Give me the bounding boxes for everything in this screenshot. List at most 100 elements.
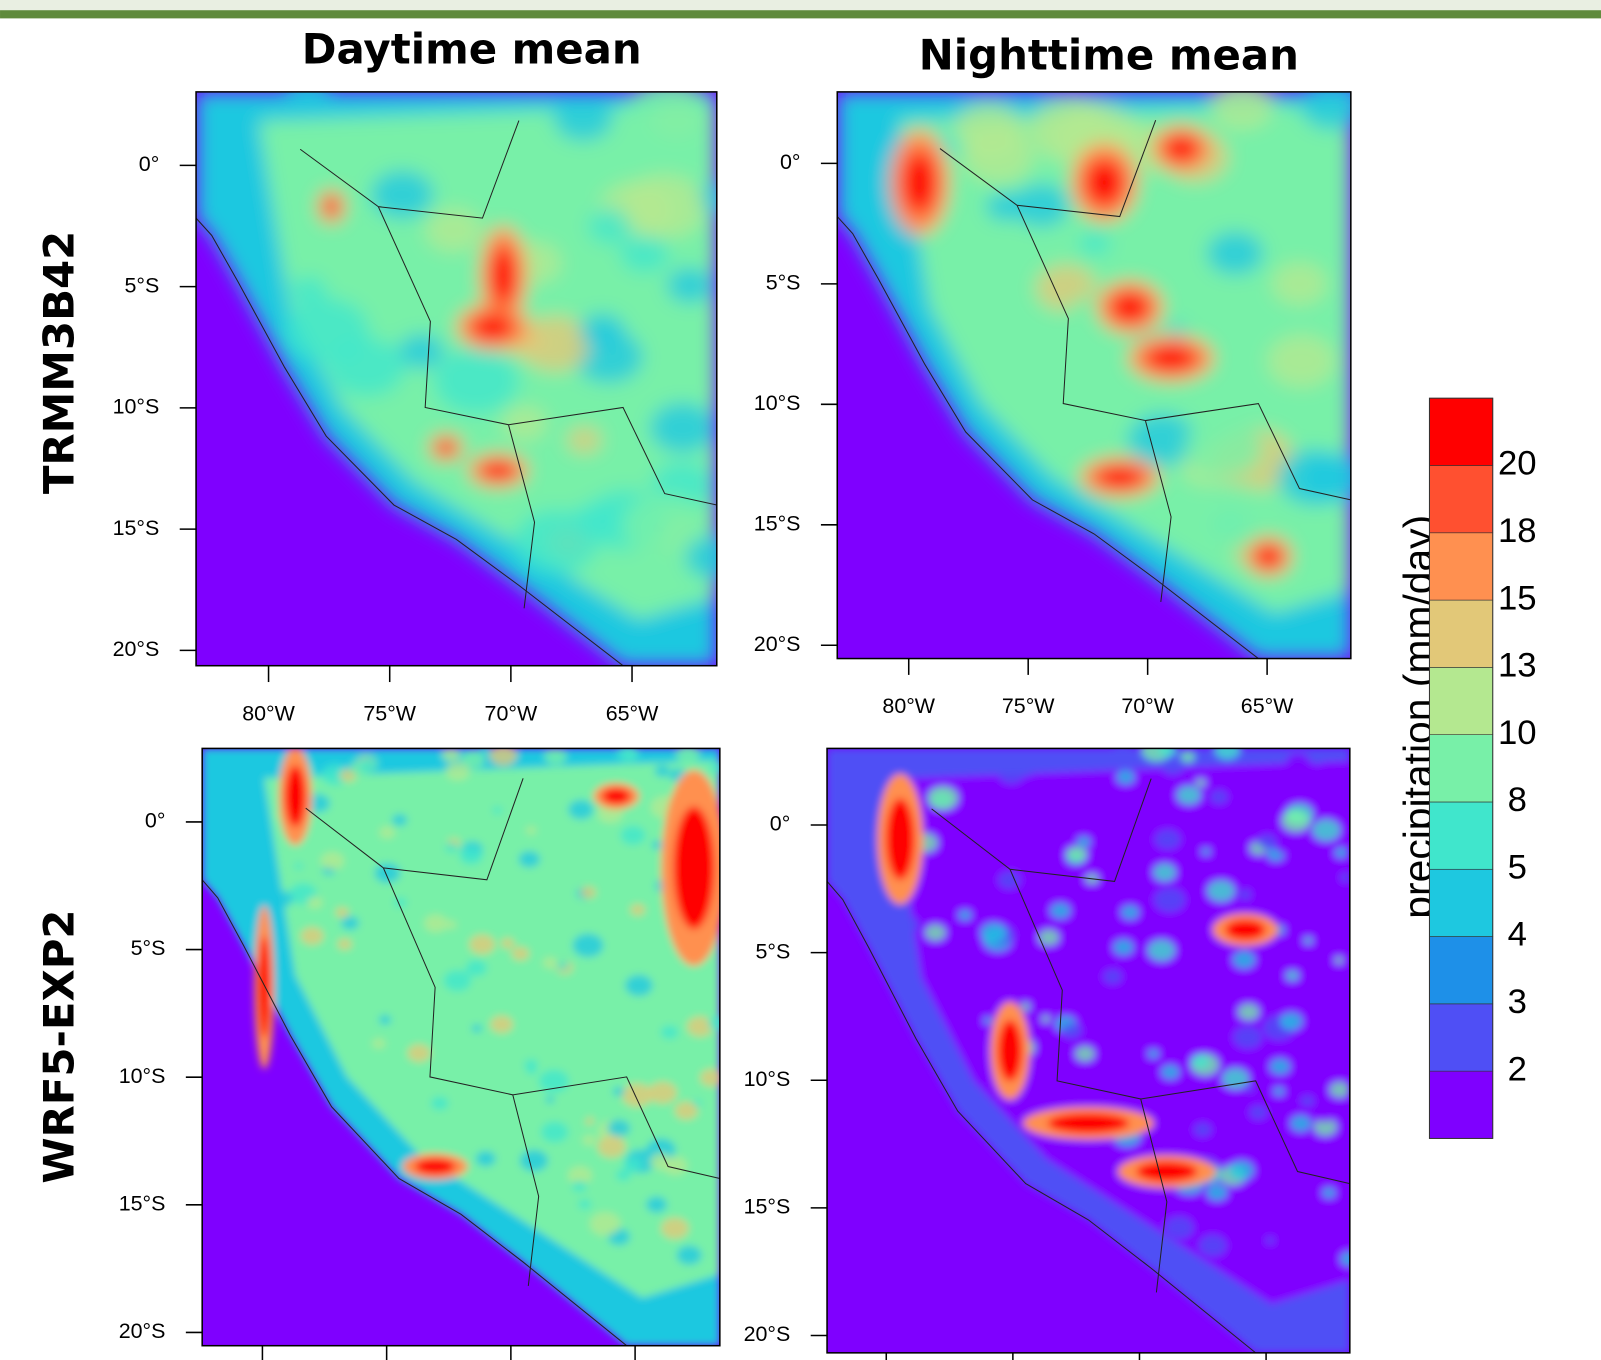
lat-label: 20°S	[113, 637, 160, 661]
lat-label: 10°S	[744, 1067, 791, 1091]
texture	[674, 1101, 698, 1120]
colorbar-band	[1429, 599, 1494, 668]
texture	[1187, 483, 1278, 553]
texture	[1206, 231, 1264, 276]
texture	[686, 1184, 702, 1196]
texture	[616, 748, 640, 763]
lat-label: 0°	[770, 812, 791, 836]
texture	[597, 1135, 626, 1158]
lon-label: 65°W	[606, 701, 659, 725]
texture	[1016, 762, 1035, 777]
panel-frame	[826, 747, 1351, 1354]
texture	[1116, 770, 1135, 785]
texture	[1184, 417, 1263, 478]
texture	[445, 761, 470, 781]
texture	[425, 208, 483, 252]
texture	[1216, 1000, 1241, 1020]
texture	[539, 1020, 561, 1037]
texture	[479, 748, 490, 753]
texture	[489, 748, 518, 766]
texture	[459, 846, 483, 865]
lon-label: 70°W	[1121, 694, 1174, 718]
panel-frame	[195, 91, 718, 667]
texture	[578, 1237, 603, 1256]
texture	[646, 1196, 668, 1213]
texture	[285, 91, 331, 111]
core	[1109, 290, 1151, 324]
texture	[607, 1119, 631, 1137]
texture	[542, 957, 558, 969]
texture	[567, 427, 602, 454]
texture	[1078, 230, 1111, 256]
texture	[1210, 91, 1274, 129]
texture	[1274, 838, 1295, 854]
map-field	[196, 91, 717, 666]
colorbar-tick-label: 3	[1508, 983, 1527, 1021]
core	[1162, 134, 1200, 163]
texture	[430, 1096, 449, 1111]
texture	[492, 806, 503, 815]
texture	[956, 207, 1046, 277]
texture	[1206, 1184, 1228, 1201]
texture	[1161, 757, 1185, 775]
colorbar-band	[1429, 667, 1494, 735]
texture	[1153, 863, 1176, 882]
texture	[1303, 937, 1313, 944]
texture	[1038, 929, 1059, 946]
texture	[630, 904, 646, 916]
texture	[927, 786, 959, 810]
core	[997, 1020, 1023, 1082]
texture	[407, 1044, 431, 1063]
texture	[649, 402, 716, 453]
texture	[1147, 1049, 1159, 1059]
texture	[391, 814, 408, 826]
texture	[1238, 889, 1252, 900]
colorbar-band	[1429, 1070, 1494, 1139]
lon-label: 75°W	[363, 701, 416, 725]
colorbar-tick-label: 8	[1508, 781, 1527, 819]
texture	[1300, 1095, 1315, 1107]
texture	[424, 914, 448, 933]
colorbar-frame	[1428, 397, 1494, 1139]
texture	[500, 937, 515, 949]
texture	[1198, 1235, 1227, 1257]
lat-label: 15°S	[744, 1195, 791, 1219]
column-title: Nighttime mean	[919, 30, 1299, 79]
core	[258, 936, 271, 1039]
texture	[1329, 1082, 1350, 1098]
texture	[1214, 748, 1241, 760]
texture	[538, 1069, 570, 1093]
coastline	[196, 217, 624, 666]
texture	[1277, 449, 1351, 506]
texture	[1299, 91, 1351, 130]
column-title: Daytime mean	[302, 24, 642, 73]
texture	[511, 946, 530, 961]
texture	[414, 1061, 439, 1080]
texture	[568, 799, 594, 820]
border	[939, 120, 1351, 602]
border	[305, 778, 720, 1287]
texture	[370, 170, 434, 219]
colorbar-tick-label: 18	[1498, 512, 1537, 550]
lat-label: 15°S	[119, 1191, 166, 1215]
texture	[675, 748, 700, 764]
texture	[374, 863, 401, 883]
texture	[925, 924, 946, 941]
core	[1047, 1112, 1130, 1134]
texture	[442, 748, 461, 762]
texture	[544, 748, 567, 765]
texture	[394, 897, 407, 908]
texture	[1233, 1026, 1262, 1049]
texture	[1164, 1216, 1194, 1239]
texture	[1176, 786, 1201, 805]
texture	[1061, 1023, 1082, 1039]
texture	[1229, 1160, 1254, 1180]
colorbar-tick-label: 20	[1498, 445, 1537, 483]
texture	[1249, 1105, 1267, 1120]
header-rule	[0, 10, 1601, 19]
texture	[1113, 939, 1134, 955]
texture	[490, 1015, 514, 1034]
core	[1083, 158, 1125, 208]
colorbar-band	[1429, 734, 1494, 803]
panel-frame	[836, 91, 1352, 660]
